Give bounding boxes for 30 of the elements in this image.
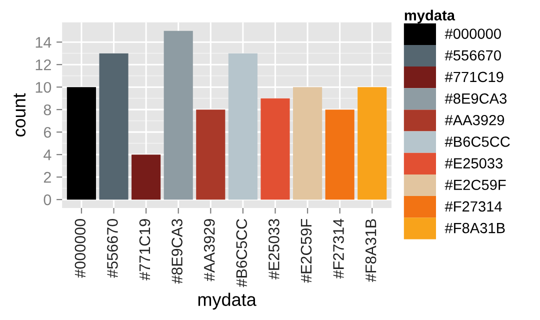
y-tick-label: 10 bbox=[36, 82, 52, 93]
y-tick-label: 4 bbox=[44, 150, 52, 160]
legend-label: #556670 bbox=[444, 50, 501, 61]
legend-label: #8E9CA3 bbox=[444, 93, 507, 104]
x-tick-label: #E25033 bbox=[268, 219, 280, 280]
y-tick-label: 12 bbox=[36, 59, 51, 70]
y-tick-label: 6 bbox=[44, 126, 52, 138]
y-tick-label: 8 bbox=[44, 104, 52, 116]
x-tick-label: #AA3929 bbox=[204, 219, 215, 282]
y-axis-title: count bbox=[14, 93, 26, 137]
y-tick-label: 14 bbox=[36, 37, 52, 48]
legend-label: #AA3929 bbox=[444, 114, 504, 126]
legend-title: mydata bbox=[404, 10, 456, 24]
x-tick-label: #8E9CA3 bbox=[172, 219, 182, 284]
x-tick-label: #771C19 bbox=[139, 219, 150, 280]
x-axis-title: mydata bbox=[198, 292, 256, 310]
x-tick-label: #B6C5CC bbox=[236, 219, 248, 288]
x-tick-label: #556670 bbox=[107, 219, 118, 278]
legend-label: #771C19 bbox=[444, 72, 504, 82]
legend-label: #E2C59F bbox=[444, 180, 506, 190]
legend-label: #E25033 bbox=[444, 158, 503, 168]
legend-label: #000000 bbox=[444, 28, 501, 39]
legend-label: #F27314 bbox=[444, 201, 502, 212]
x-tick-label: #F27314 bbox=[333, 218, 344, 279]
x-tick-label: #F8A31B bbox=[365, 219, 376, 282]
x-tick-label: #000000 bbox=[74, 219, 86, 278]
legend-label: #B6C5CC bbox=[444, 136, 510, 147]
y-tick-label: 0 bbox=[44, 194, 52, 206]
y-tick-label: 2 bbox=[44, 172, 51, 183]
x-tick-label: #E2C59F bbox=[300, 219, 312, 283]
